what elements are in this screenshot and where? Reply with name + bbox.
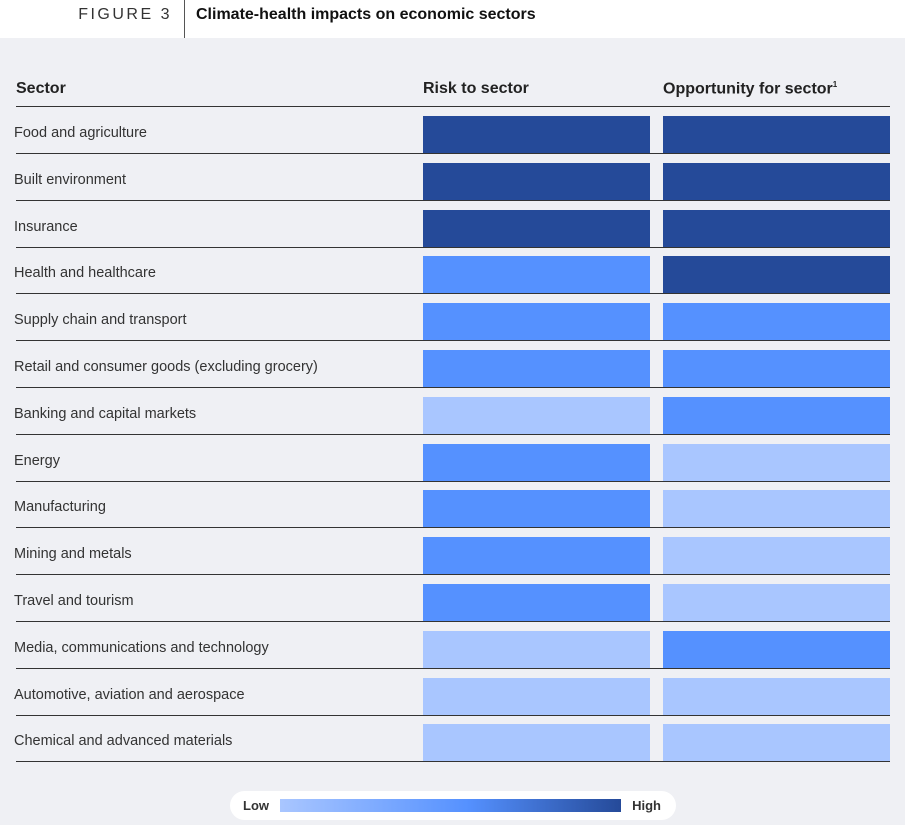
row-divider xyxy=(16,480,890,482)
table-row: Built environment xyxy=(14,162,890,209)
table-row: Health and healthcare xyxy=(14,256,890,302)
sector-label: Insurance xyxy=(14,218,78,235)
row-divider xyxy=(16,761,890,763)
opportunity-cell xyxy=(663,209,890,247)
opportunity-header-text: Opportunity for sector xyxy=(663,80,833,98)
opportunity-cell xyxy=(663,350,890,387)
opportunity-cell xyxy=(663,116,890,153)
column-header-sector: Sector xyxy=(16,80,66,97)
legend-gradient xyxy=(280,799,621,812)
risk-cell xyxy=(423,396,650,434)
table-row: Energy xyxy=(14,443,890,490)
sector-label: Mining and metals xyxy=(14,546,132,563)
opportunity-cell xyxy=(663,677,890,715)
figure-label: FIGURE 3 xyxy=(78,6,172,23)
risk-cell xyxy=(423,584,650,621)
footnote-marker: 1 xyxy=(832,80,838,89)
sector-label: Health and healthcare xyxy=(14,265,156,282)
opportunity-cell xyxy=(663,256,890,294)
opportunity-cell xyxy=(663,630,890,668)
table-row: Automotive, aviation and aerospace xyxy=(14,677,890,724)
table-row: Manufacturing xyxy=(14,490,890,536)
table-row: Media, communications and technology xyxy=(14,630,890,677)
risk-cell xyxy=(423,537,650,575)
row-divider xyxy=(16,433,890,435)
table-row: Food and agriculture xyxy=(14,116,890,162)
row-divider xyxy=(16,246,890,248)
row-divider xyxy=(16,387,890,388)
row-divider xyxy=(16,714,890,716)
header-divider xyxy=(184,0,185,38)
risk-cell xyxy=(423,116,650,153)
table-row: Insurance xyxy=(14,209,890,256)
color-legend: Low High xyxy=(230,791,676,820)
risk-cell xyxy=(423,443,650,481)
risk-cell xyxy=(423,724,650,762)
table-row: Supply chain and transport xyxy=(14,303,890,349)
opportunity-cell xyxy=(663,490,890,528)
row-divider xyxy=(16,153,890,154)
risk-cell xyxy=(423,490,650,528)
row-divider xyxy=(16,667,890,669)
sector-label: Chemical and advanced materials xyxy=(14,733,233,750)
sector-label: Food and agriculture xyxy=(14,125,147,141)
legend-high-label: High xyxy=(632,798,661,813)
row-divider xyxy=(16,293,890,295)
row-divider xyxy=(16,527,890,529)
opportunity-cell xyxy=(663,537,890,575)
risk-cell xyxy=(423,303,650,341)
sector-label: Banking and capital markets xyxy=(14,405,197,422)
sector-label: Travel and tourism xyxy=(14,593,134,609)
sector-label: Supply chain and transport xyxy=(14,312,187,329)
column-header-risk: Risk to sector xyxy=(423,80,529,97)
opportunity-cell xyxy=(663,443,890,481)
chart-title: Climate-health impacts on economic secto… xyxy=(196,6,536,23)
risk-cell xyxy=(423,209,650,247)
opportunity-cell xyxy=(663,162,890,200)
table-row: Mining and metals xyxy=(14,537,890,583)
opportunity-cell xyxy=(663,396,890,434)
risk-cell xyxy=(423,162,650,200)
opportunity-cell xyxy=(663,724,890,762)
row-divider xyxy=(16,621,890,622)
row-divider xyxy=(16,340,890,342)
column-header-opportunity: Opportunity for sector1 xyxy=(663,80,837,98)
sector-label: Built environment xyxy=(14,171,127,188)
row-divider xyxy=(16,199,890,201)
table-row: Chemical and advanced materials xyxy=(14,724,890,770)
header-rule xyxy=(16,106,890,107)
legend-low-label: Low xyxy=(243,798,269,813)
sector-label: Retail and consumer goods (excluding gro… xyxy=(14,359,318,375)
risk-cell xyxy=(423,350,650,387)
figure-header xyxy=(0,0,905,38)
opportunity-cell xyxy=(663,303,890,341)
risk-cell xyxy=(423,677,650,715)
sector-label: Energy xyxy=(14,452,60,469)
risk-cell xyxy=(423,256,650,294)
sector-label: Manufacturing xyxy=(14,499,106,516)
sector-label: Automotive, aviation and aerospace xyxy=(14,686,245,703)
sector-label: Media, communications and technology xyxy=(14,639,269,656)
table-row: Retail and consumer goods (excluding gro… xyxy=(14,350,890,396)
table-row: Banking and capital markets xyxy=(14,396,890,443)
table-row: Travel and tourism xyxy=(14,584,890,630)
row-divider xyxy=(16,574,890,576)
risk-cell xyxy=(423,630,650,668)
opportunity-cell xyxy=(663,584,890,621)
